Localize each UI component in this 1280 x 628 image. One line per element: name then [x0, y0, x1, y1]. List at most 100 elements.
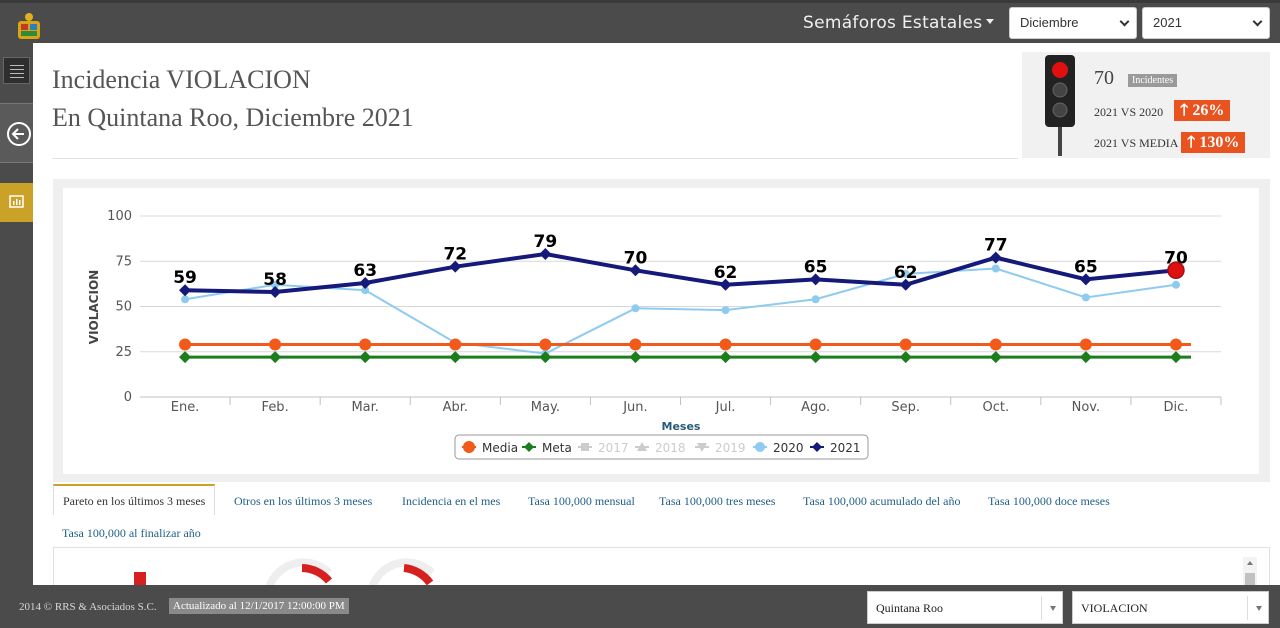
incidence-line-chart: 0 25 50 75 100 Ene. Feb. Mar. Abr. May. Jun. Jul. Ag…	[87, 209, 1222, 460]
data-label: 70	[1164, 248, 1188, 268]
tab-tasa-finalizar[interactable]: Tasa 100,000 al finalizar año	[62, 526, 201, 540]
data-point-2021	[539, 248, 552, 261]
data-label: 65	[1074, 257, 1098, 277]
data-point-meta	[809, 351, 822, 364]
data-point-2021	[449, 260, 462, 273]
copyright: 2014 © RRS & Asociados S.C.	[19, 601, 157, 613]
tab-content-panel	[53, 547, 1270, 590]
data-point-media	[899, 338, 912, 351]
data-point-media	[809, 338, 822, 351]
data-point-2020	[1171, 280, 1180, 289]
x-tick-label: Abr.	[443, 400, 468, 415]
data-point-media	[719, 338, 732, 351]
data-point-2021	[179, 284, 192, 297]
page-title: Incidencia VIOLACION	[52, 65, 311, 94]
chart-panel	[63, 188, 1259, 474]
legend-label-meta: Meta	[542, 441, 572, 455]
y-tick-label: 0	[124, 390, 132, 405]
data-label: 58	[263, 270, 287, 290]
menu-icon[interactable]	[3, 57, 30, 84]
legend-label-media: Media	[482, 441, 518, 455]
data-point-2020	[271, 280, 280, 289]
tab-incidencia-mes[interactable]: Incidencia en el mes	[402, 494, 501, 508]
data-point-2020	[811, 295, 820, 304]
legend-marker-2020	[755, 442, 765, 452]
scroll-up-icon[interactable]	[1247, 561, 1253, 565]
legend-marker-media	[463, 441, 475, 453]
x-tick-label: Ene.	[171, 400, 200, 415]
data-point-meta	[989, 351, 1002, 364]
tab-pareto[interactable]: Pareto en los últimos 3 meses	[53, 484, 216, 515]
data-point-media	[179, 338, 192, 351]
data-point-2020	[721, 306, 730, 315]
data-point-media	[449, 338, 462, 351]
x-tick-label: Jul.	[715, 400, 736, 415]
y-tick-label: 100	[107, 209, 132, 224]
x-tick-label: Dic.	[1164, 400, 1189, 415]
data-label: 77	[984, 236, 1008, 256]
tab-tasa-mensual[interactable]: Tasa 100,000 mensual	[528, 494, 635, 508]
month-select[interactable]: Diciembre	[1009, 7, 1137, 39]
state-select[interactable]: Quintana Roo	[867, 591, 1063, 624]
legend-marker-2019	[697, 443, 707, 452]
legend-label-2018: 2018	[655, 441, 686, 455]
x-tick-label: Feb.	[262, 400, 289, 415]
incidents-badge: Incidentes	[1128, 74, 1178, 87]
tab-otros[interactable]: Otros en los últimos 3 meses	[234, 494, 373, 508]
tab-tasa-acumulado[interactable]: Tasa 100,000 acumulado del año	[803, 494, 961, 508]
data-label: 62	[894, 263, 918, 283]
chart-view-button[interactable]	[0, 183, 33, 222]
caret-down-icon	[1050, 606, 1056, 611]
data-point-2020	[361, 286, 370, 295]
data-point-2021	[1079, 273, 1092, 286]
arrow-left-circle-icon	[7, 122, 31, 146]
comparison-media-label: 2021 VS MEDIA	[1094, 136, 1179, 150]
x-tick-label: Jun.	[622, 400, 647, 415]
arrow-up-icon: 🡑	[1180, 102, 1189, 119]
x-tick-label: May.	[531, 400, 560, 415]
data-label: 70	[624, 248, 648, 268]
semaforos-menu[interactable]: Semáforos Estatales	[803, 13, 995, 33]
tab-tasa-tres-meses[interactable]: Tasa 100,000 tres meses	[659, 494, 776, 508]
data-point-2021	[629, 264, 642, 277]
pareto-preview	[134, 558, 435, 590]
data-point-2021	[899, 278, 912, 291]
legend-box	[454, 434, 869, 460]
scroll-thumb[interactable]	[1245, 573, 1255, 585]
comparison-2020-label: 2021 VS 2020	[1094, 105, 1164, 119]
incident-count: 70	[1094, 67, 1114, 89]
left-sidebar	[0, 43, 33, 585]
data-label: 59	[173, 268, 197, 288]
x-tick-label: Oct.	[982, 400, 1009, 415]
data-point-meta	[1169, 351, 1182, 364]
updated-badge: Actualizado al 12/1/2017 12:00:00 PM	[169, 598, 349, 614]
caret-down-icon	[1256, 606, 1262, 611]
data-point-meta	[449, 351, 462, 364]
comparison-media-value: 🡑 130%	[1181, 132, 1246, 153]
data-point-meta	[179, 351, 192, 364]
x-tick-label: Mar.	[351, 400, 378, 415]
y-tick-label: 75	[115, 254, 132, 269]
data-point-2020	[991, 264, 1000, 273]
comparison-2020-value: 🡑 26%	[1174, 100, 1231, 121]
data-point-2020	[1081, 293, 1090, 302]
back-button[interactable]	[0, 103, 33, 163]
y-tick-label: 25	[115, 345, 132, 360]
data-point-media	[629, 338, 642, 351]
legend-label-2021: 2021	[830, 441, 861, 455]
caret-down-icon	[986, 19, 995, 24]
data-point-meta	[269, 351, 282, 364]
y-tick-label: 50	[115, 300, 132, 315]
data-label: 72	[443, 245, 467, 265]
year-select[interactable]: 2021	[1142, 7, 1270, 39]
data-point-media	[269, 338, 282, 351]
legend-label-2020: 2020	[773, 441, 804, 455]
tab-tasa-doce-meses[interactable]: Tasa 100,000 doce meses	[988, 494, 1110, 508]
x-axis-label: Meses	[662, 420, 701, 433]
scrollbar[interactable]	[1243, 557, 1257, 585]
crime-select[interactable]: VIOLACION	[1072, 591, 1269, 624]
data-point-2020	[631, 304, 640, 313]
x-tick-label: Sep.	[891, 400, 920, 415]
data-point-meta	[719, 351, 732, 364]
state-logo-icon	[18, 13, 40, 39]
